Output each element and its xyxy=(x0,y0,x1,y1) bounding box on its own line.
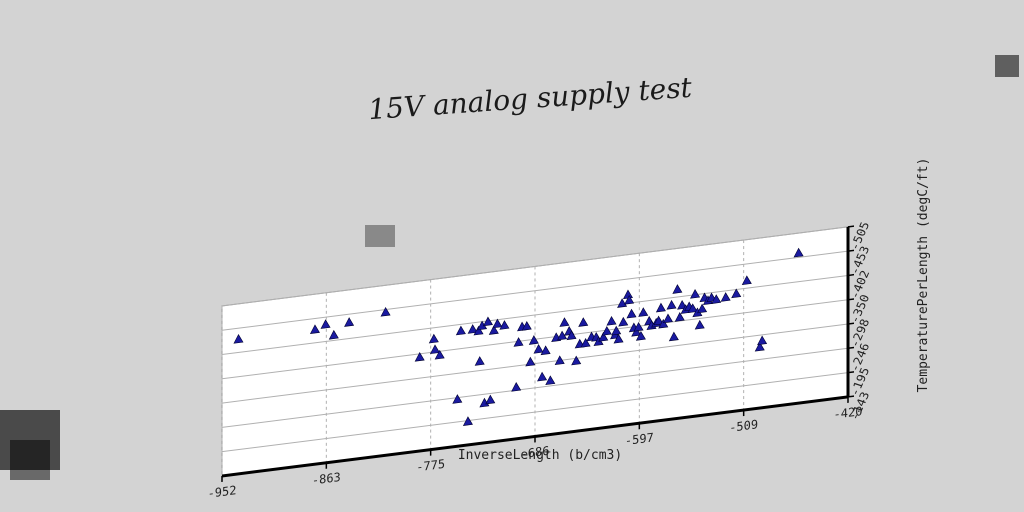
y-tick xyxy=(848,273,854,277)
data-point xyxy=(521,321,532,331)
data-point xyxy=(533,343,544,354)
data-point xyxy=(606,315,617,326)
data-point xyxy=(580,338,591,348)
x-tick-label: -952 xyxy=(208,483,237,501)
data-point xyxy=(711,294,722,304)
data-point xyxy=(662,313,673,324)
data-point xyxy=(525,356,536,367)
data-point xyxy=(473,325,484,336)
data-point xyxy=(694,319,705,330)
data-point xyxy=(528,335,539,345)
x-tick-label: -775 xyxy=(416,457,445,475)
data-point xyxy=(631,326,642,337)
data-point xyxy=(674,312,685,322)
data-point xyxy=(540,345,551,356)
data-point xyxy=(690,288,701,299)
y-tick xyxy=(848,346,854,350)
data-point xyxy=(741,275,752,286)
data-point xyxy=(633,321,644,332)
data-point xyxy=(429,344,440,355)
data-point xyxy=(624,294,635,305)
plot-area: -952-863-775-686-597-509-420-143-195-246… xyxy=(208,220,873,501)
data-point xyxy=(488,325,499,335)
data-point xyxy=(653,315,664,326)
data-point xyxy=(344,317,355,327)
data-point xyxy=(462,416,473,426)
data-point xyxy=(658,318,669,329)
data-point xyxy=(720,292,731,302)
data-point xyxy=(452,394,463,404)
data-point xyxy=(731,288,742,299)
data-point xyxy=(638,307,649,317)
x-tick-label: -509 xyxy=(729,417,758,435)
data-point xyxy=(474,356,485,366)
data-point xyxy=(566,330,577,341)
data-point xyxy=(513,337,524,347)
y-axis-label: TemperaturePerLength (degC/ft) xyxy=(916,158,931,393)
y-tick-label: -505 xyxy=(847,220,872,252)
data-point xyxy=(309,324,320,334)
data-point xyxy=(434,349,445,360)
data-point xyxy=(414,351,425,362)
data-point xyxy=(455,325,466,336)
y-tick xyxy=(848,322,854,325)
data-point xyxy=(571,355,582,366)
data-point xyxy=(482,316,493,327)
data-point xyxy=(754,341,765,352)
data-point xyxy=(233,333,244,344)
data-point xyxy=(511,382,522,392)
data-point xyxy=(578,317,589,327)
data-point xyxy=(655,302,666,313)
data-point xyxy=(380,306,391,317)
y-tick xyxy=(848,249,854,252)
data-point xyxy=(320,319,331,329)
y-tick xyxy=(848,298,854,301)
data-point xyxy=(559,317,570,327)
data-point xyxy=(537,371,548,382)
data-point xyxy=(428,333,439,344)
data-point xyxy=(672,284,683,294)
data-point xyxy=(687,303,698,314)
data-point xyxy=(485,394,496,405)
data-point xyxy=(492,318,503,329)
x-tick-label: -863 xyxy=(312,470,341,488)
data-point xyxy=(626,308,637,319)
data-point xyxy=(757,335,768,346)
data-point xyxy=(617,298,628,308)
data-point xyxy=(613,333,624,344)
x-tick-label: -597 xyxy=(625,430,654,448)
data-point xyxy=(499,320,510,330)
x-axis-label: InverseLength (b/cm3) xyxy=(458,448,622,463)
data-point xyxy=(328,329,339,340)
data-point xyxy=(545,375,556,386)
y-tick xyxy=(848,371,854,374)
x-tick-label: -686 xyxy=(521,444,550,462)
data-point xyxy=(598,332,609,342)
data-point xyxy=(554,355,565,366)
data-point xyxy=(467,324,478,334)
data-point xyxy=(611,325,622,336)
chart-title: 15V analog supply test xyxy=(367,71,693,127)
data-point xyxy=(668,331,679,342)
data-point xyxy=(793,247,804,258)
data-point xyxy=(666,299,677,310)
data-point xyxy=(601,325,612,336)
y-tick xyxy=(848,395,854,398)
data-point xyxy=(618,316,629,327)
data-point xyxy=(697,303,708,314)
data-point xyxy=(557,330,568,341)
y-tick xyxy=(848,225,854,228)
data-point xyxy=(635,331,646,341)
x-tick-label: -420 xyxy=(834,404,863,422)
